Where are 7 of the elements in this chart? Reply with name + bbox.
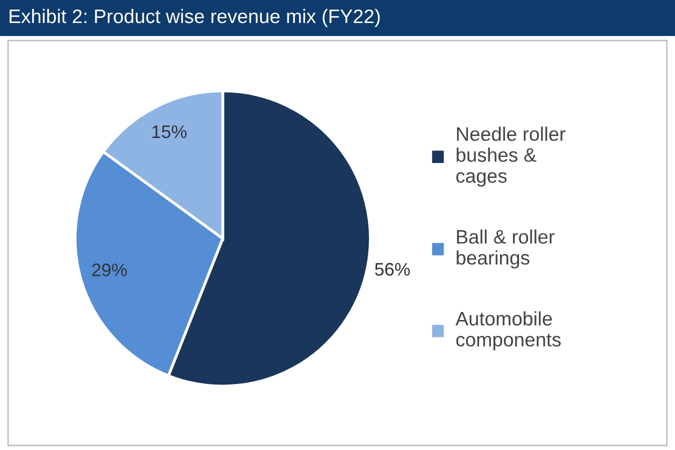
chart-title: Exhibit 2: Product wise revenue mix (FY22) xyxy=(10,8,380,28)
legend-label: Automobile components xyxy=(456,311,561,350)
data-label: 15% xyxy=(152,125,187,138)
legend-label: Ball & roller bearings xyxy=(456,229,555,269)
data-label: 29% xyxy=(92,264,127,276)
legend-label: Needle roller bushes & cages xyxy=(456,126,566,187)
data-label: 56% xyxy=(375,262,410,276)
